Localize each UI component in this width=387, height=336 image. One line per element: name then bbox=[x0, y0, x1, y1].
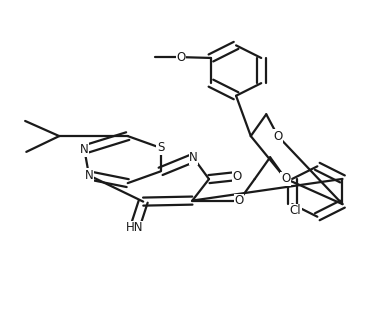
Text: N: N bbox=[80, 143, 89, 156]
Text: S: S bbox=[157, 141, 164, 154]
Text: N: N bbox=[85, 169, 93, 182]
Text: O: O bbox=[281, 172, 290, 185]
Text: Cl: Cl bbox=[289, 204, 301, 217]
Text: O: O bbox=[176, 51, 186, 64]
Text: O: O bbox=[235, 194, 244, 207]
Text: O: O bbox=[232, 170, 241, 182]
Text: N: N bbox=[189, 152, 198, 164]
Text: O: O bbox=[273, 130, 283, 142]
Text: HN: HN bbox=[126, 221, 144, 234]
